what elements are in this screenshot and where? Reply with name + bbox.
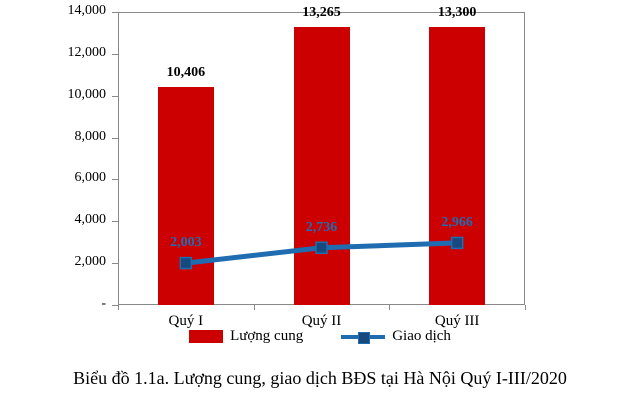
line-marker: [450, 236, 464, 250]
legend-bar-swatch: [189, 330, 224, 343]
y-axis-tick: [112, 53, 118, 55]
y-axis-tick: [112, 12, 118, 13]
y-axis-tick: [112, 305, 118, 306]
y-axis-tick: [112, 263, 118, 265]
line-value-label: 2,966: [441, 214, 473, 230]
x-axis-label: Quý I: [168, 313, 204, 329]
line-marker: [179, 256, 193, 270]
bar-value-label: 13,300: [437, 4, 477, 20]
bar-value-label: 13,265: [302, 5, 341, 21]
y-axis-label: 14,000: [67, 3, 107, 18]
y-axis-tick: [112, 221, 118, 223]
y-axis-label: 12,000: [67, 44, 107, 60]
x-axis-tick: [525, 305, 526, 310]
legend-item-luong-cung: Lượng cung: [189, 328, 303, 345]
legend-item-giao-dich: Giao dịch: [341, 328, 451, 345]
x-axis-tick: [253, 305, 255, 310]
legend-label: Lượng cung: [230, 328, 304, 344]
y-axis-label: 4,000: [74, 212, 107, 228]
x-axis-label: Quý II: [301, 313, 342, 329]
y-axis-label: -: [101, 296, 106, 311]
y-axis-tick: [112, 137, 118, 139]
x-axis-tick: [118, 305, 119, 310]
y-axis-tick: [112, 95, 118, 97]
y-axis-label: 8,000: [74, 128, 107, 144]
bar-value-label: 10,406: [166, 65, 206, 81]
legend-line-swatch: [341, 331, 386, 344]
y-axis-label: 2,000: [74, 254, 107, 270]
y-axis-label: 6,000: [74, 170, 107, 186]
legend-line-marker: [358, 331, 371, 344]
chart-caption: Biểu đồ 1.1a. Lượng cung, giao dịch BĐS …: [73, 368, 567, 388]
line-value-label: 2,736: [305, 219, 338, 235]
line-value-label: 2,003: [170, 235, 202, 251]
x-axis-tick: [389, 305, 391, 310]
bar-Quý II: [293, 27, 350, 305]
y-axis-label: 10,000: [67, 86, 107, 102]
chart-legend: Lượng cung Giao dịch: [0, 328, 640, 345]
bar-Quý III: [429, 26, 486, 305]
y-axis-tick: [112, 179, 118, 181]
line-marker: [315, 241, 328, 254]
legend-label: Giao dịch: [392, 328, 451, 344]
x-axis-label: Quý III: [434, 313, 480, 329]
